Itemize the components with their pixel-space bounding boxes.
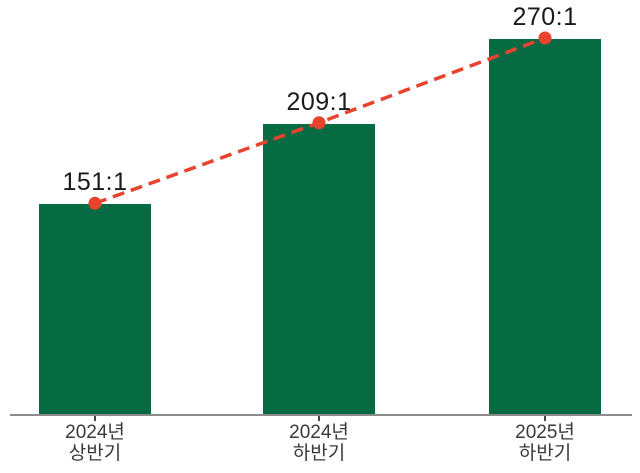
value-label-2024-h2: 209:1 [286,87,352,116]
x-axis-tick-3 [544,416,546,421]
x-axis-label-line2: 하반기 [292,443,346,464]
x-axis-label-line1: 2024년 [289,422,349,443]
value-label-2025-h2: 270:1 [512,3,578,31]
x-axis-tick-1 [94,416,96,421]
x-axis-label-line1: 2024년 [65,422,125,443]
x-axis-line [10,414,632,416]
x-axis-label-2025-h2: 2025년 하반기 [515,422,575,464]
x-axis-label-2024-h2: 2024년 하반기 [289,422,349,464]
x-axis-tick-2 [318,416,320,421]
x-axis-label-line2: 하반기 [518,443,572,464]
x-axis-label-2024-h1: 2024년 상반기 [65,422,125,464]
x-axis-label-line2: 상반기 [68,443,122,464]
bar-2024-h1 [39,204,151,414]
x-axis-label-line1: 2025년 [515,422,575,443]
bar-2025-h2 [489,39,601,414]
value-label-2024-h1: 151:1 [62,168,128,197]
bar-2024-h2 [263,123,375,414]
